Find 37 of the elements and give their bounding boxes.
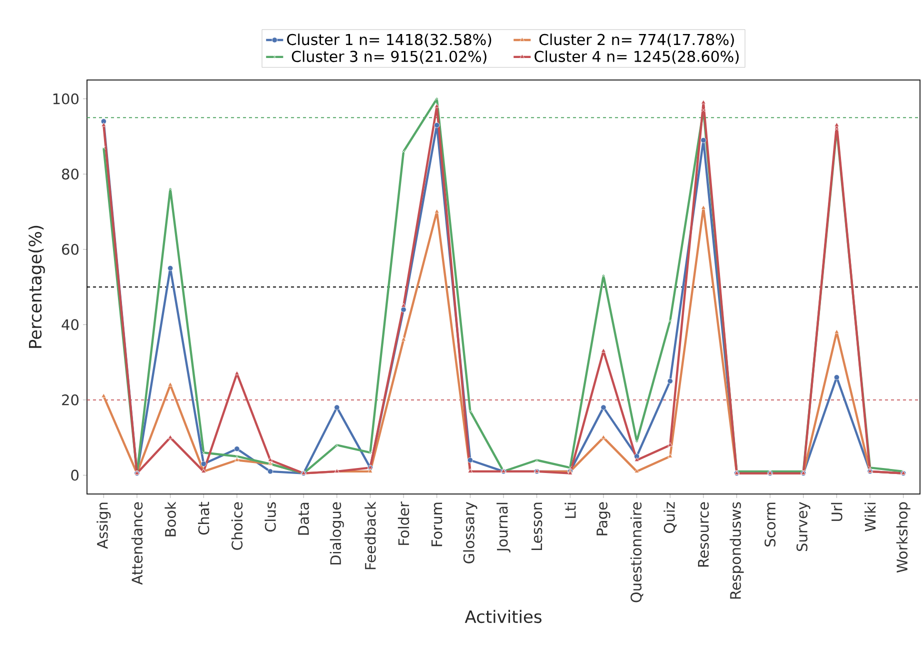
x-tick-label: Feedback (364, 502, 376, 570)
x-tick-label: Chat (198, 502, 210, 535)
x-tick-label: Forum (431, 502, 442, 546)
x-tick-label: Journal (496, 502, 510, 552)
x-tick-label: Book (164, 502, 176, 536)
x-tick-label: Resource (698, 502, 709, 567)
x-tick-label: Respondusws (730, 502, 744, 599)
x-tick-label: Dialogue (330, 502, 344, 564)
legend-label: Cluster 2 n= 774(17.78%) (539, 34, 734, 47)
y-tick-label: 100 (53, 93, 78, 104)
y-tick-label: 60 (62, 244, 79, 255)
x-tick-label: Data (298, 502, 309, 535)
x-tick-label: Choice (231, 502, 243, 550)
x-tick-label: Attendance (131, 502, 143, 585)
x-axis-title: Activities (464, 610, 542, 624)
y-tick-label: 20 (62, 394, 79, 406)
x-tick-label: Scorm (764, 502, 776, 546)
x-tick-label: Url (831, 502, 842, 521)
x-tick-label: Survey (796, 502, 810, 552)
x-tick-label: Lesson (531, 502, 542, 550)
x-tick-label: Lti (564, 502, 576, 518)
x-tick-label: Glossary (463, 502, 478, 564)
x-tick-label: Questionnaire (630, 502, 644, 602)
x-tick-label: Clus (264, 502, 276, 532)
y-tick-label: 80 (62, 168, 79, 180)
x-tick-label: Page (596, 502, 610, 536)
x-tick-label: Quiz (664, 502, 677, 533)
legend-label: Cluster 3 n= 915(21.02%) (292, 50, 486, 64)
x-tick-label: Wiki (864, 502, 876, 532)
x-tick-label: Workshop (896, 502, 910, 573)
x-tick-label: Assign (96, 502, 111, 549)
legend-label: Cluster 1 n= 1418(32.58%) (287, 34, 492, 47)
y-tick-label: 0 (71, 470, 79, 481)
x-tick-label: Folder (398, 502, 410, 545)
y-tick-label: 40 (62, 319, 79, 330)
y-axis-title: Percentage(%) (28, 226, 45, 348)
legend-label: Cluster 4 n= 1245(28.60%) (534, 50, 739, 64)
